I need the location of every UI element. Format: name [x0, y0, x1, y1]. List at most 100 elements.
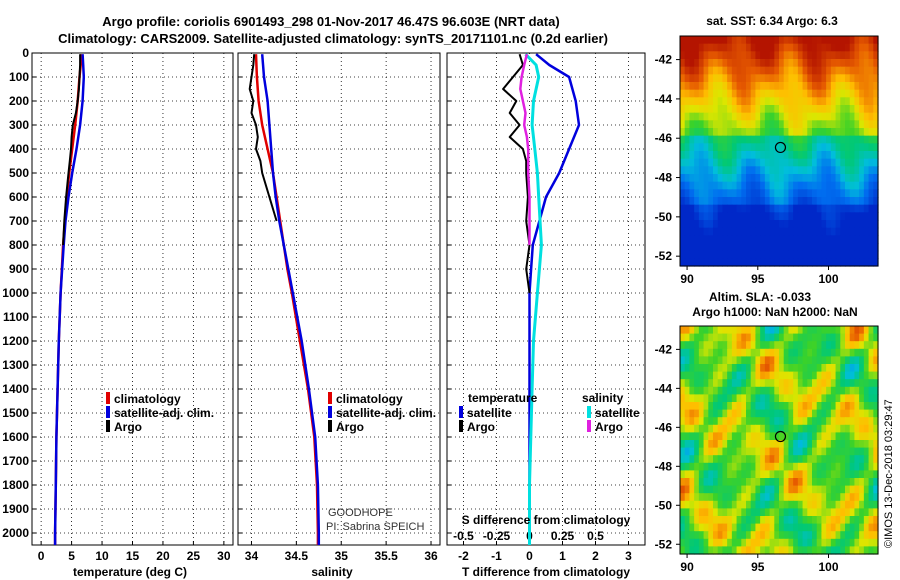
- map-cell: [717, 227, 724, 236]
- map-cell: [684, 424, 691, 433]
- map-cell: [788, 220, 794, 229]
- map-cell: [684, 250, 691, 259]
- map-cell: [722, 478, 728, 487]
- map-cell: [698, 143, 705, 152]
- map-cell: [713, 59, 719, 68]
- map-cell: [708, 538, 714, 547]
- map-cell: [797, 227, 804, 236]
- map-cell: [830, 89, 837, 98]
- depth-tick-label: 200: [9, 94, 29, 108]
- map-cell: [731, 462, 738, 471]
- map-cell: [845, 197, 851, 206]
- map-cell: [840, 43, 846, 52]
- map-cell: [764, 158, 771, 167]
- map-cell: [769, 500, 775, 509]
- map-cell: [713, 227, 719, 236]
- map-cell: [779, 174, 785, 183]
- map-cell: [750, 432, 757, 441]
- map-cell: [731, 516, 738, 525]
- map-cell: [830, 135, 837, 144]
- map-cell: [713, 128, 719, 137]
- map-cell: [797, 394, 804, 403]
- map-cell: [694, 36, 700, 45]
- map-cell: [750, 417, 757, 426]
- map-cell: [746, 493, 752, 502]
- map-cell: [779, 478, 785, 487]
- map-cell: [830, 181, 837, 190]
- map-cell: [689, 243, 695, 252]
- map-cell: [750, 470, 757, 479]
- map-cell: [868, 151, 874, 160]
- map-cell: [727, 51, 733, 60]
- map-cell: [750, 348, 757, 357]
- map-cell: [802, 409, 808, 418]
- map-cell: [793, 166, 799, 175]
- map-cell: [816, 432, 823, 441]
- map-cell: [703, 82, 709, 91]
- map-cell: [727, 258, 733, 267]
- map-cell: [708, 326, 714, 335]
- map-cell: [807, 235, 813, 244]
- map-cell: [816, 462, 823, 471]
- map-cell: [793, 440, 799, 449]
- map-cell: [873, 112, 879, 121]
- depth-tick-label: 1800: [2, 478, 29, 492]
- map-cell: [760, 455, 766, 464]
- map-cell: [826, 341, 832, 350]
- map-cell: [849, 166, 856, 175]
- map-cell: [863, 455, 870, 464]
- map-cell: [755, 440, 761, 449]
- map-cell: [703, 455, 709, 464]
- map-cell: [788, 158, 794, 167]
- map-cell: [769, 432, 775, 441]
- map-cell: [694, 531, 700, 540]
- map-cell: [713, 143, 719, 152]
- map-cell: [854, 74, 860, 83]
- map-cell: [859, 493, 865, 502]
- map-cell: [698, 212, 705, 221]
- map-cell: [802, 356, 808, 365]
- map-frame: [679, 325, 879, 555]
- map-cell: [750, 379, 757, 388]
- map-cell: [769, 82, 775, 91]
- map-cell: [689, 455, 695, 464]
- map-cell: [816, 348, 823, 357]
- map-cell: [774, 440, 780, 449]
- map-cell: [722, 485, 728, 494]
- map-cell: [835, 174, 841, 183]
- map-cell: [779, 120, 785, 129]
- map-cell: [774, 348, 780, 357]
- map-cell: [793, 220, 799, 229]
- map-cell: [698, 516, 705, 525]
- map-cell: [793, 432, 799, 441]
- map-cell: [694, 197, 700, 206]
- map-cell: [868, 59, 874, 68]
- map-cell: [797, 516, 804, 525]
- sla-map-title-2: Argo h1000: NaN h2000: NaN: [692, 305, 857, 319]
- map-cell: [736, 135, 742, 144]
- map-cell: [840, 204, 846, 213]
- map-cell: [821, 197, 827, 206]
- map-cell: [812, 258, 818, 267]
- map-cell: [802, 181, 808, 190]
- map-cell: [802, 447, 808, 456]
- map-cell: [812, 531, 818, 540]
- map-cell: [764, 470, 771, 479]
- map-cell: [826, 128, 832, 137]
- map-cell: [684, 447, 691, 456]
- series-line-argo: [62, 54, 82, 246]
- map-cell: [694, 341, 700, 350]
- x-top-tick-label: 0.25: [551, 529, 575, 543]
- map-cell: [868, 120, 874, 129]
- map-cell: [840, 112, 846, 121]
- map-cell: [849, 197, 856, 206]
- map-cell: [703, 432, 709, 441]
- map-cell: [774, 66, 780, 75]
- map-cell: [807, 523, 813, 532]
- map-cell: [845, 128, 851, 137]
- map-cell: [830, 258, 837, 267]
- map-cell: [793, 74, 799, 83]
- map-cell: [755, 356, 761, 365]
- map-cell: [746, 523, 752, 532]
- map-cell: [731, 59, 738, 68]
